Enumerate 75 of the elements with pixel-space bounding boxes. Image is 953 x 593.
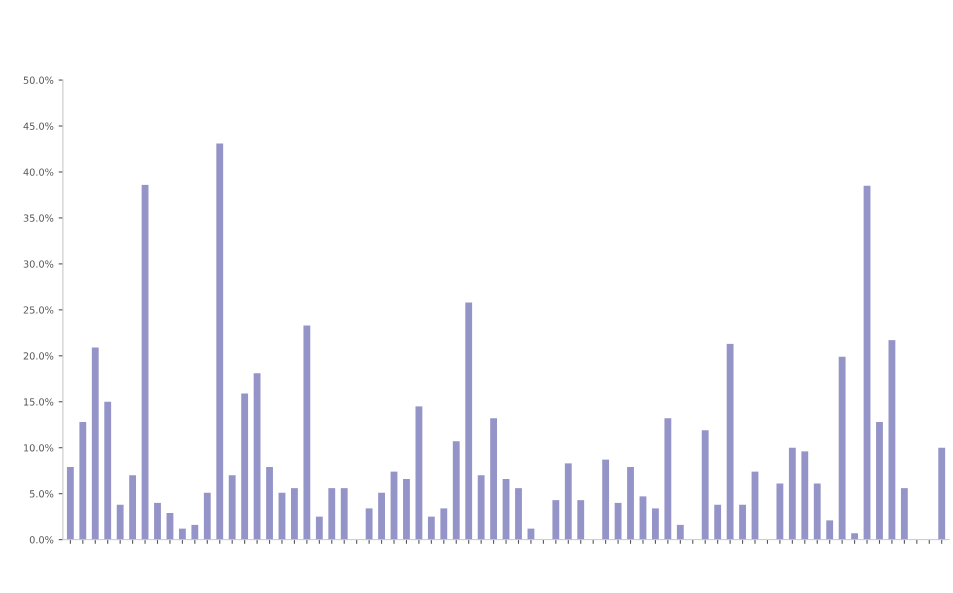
bar	[876, 422, 883, 540]
bar	[801, 451, 808, 540]
bar	[378, 492, 385, 540]
bar	[726, 344, 734, 540]
bar	[864, 186, 870, 540]
bar	[166, 512, 174, 540]
y-tick-label: 30.0%	[24, 260, 54, 268]
bar	[752, 472, 758, 540]
bar	[228, 475, 236, 540]
bar	[142, 184, 148, 540]
bar	[602, 460, 610, 540]
bar	[814, 484, 821, 540]
bar	[702, 430, 709, 540]
bar	[664, 418, 672, 540]
bar	[938, 448, 946, 540]
bar	[216, 143, 224, 540]
bar	[366, 508, 373, 540]
bar	[303, 325, 310, 540]
bar	[577, 500, 584, 540]
bar	[676, 524, 684, 540]
bar	[502, 478, 510, 540]
bar	[254, 373, 261, 540]
y-tick-label: 5.0%	[30, 490, 54, 498]
bar	[838, 356, 846, 540]
bar	[316, 516, 323, 540]
bar	[776, 484, 784, 540]
bar	[826, 520, 834, 540]
bar	[614, 502, 622, 540]
bar	[564, 463, 572, 540]
bar	[291, 488, 298, 540]
bar	[92, 348, 99, 540]
bar	[241, 393, 248, 540]
y-tick-label: 25.0%	[24, 306, 54, 314]
bar	[788, 448, 796, 540]
y-tick-label: 35.0%	[24, 214, 54, 222]
bar	[415, 406, 422, 540]
bar	[652, 508, 659, 540]
y-tick-label: 10.0%	[24, 444, 54, 452]
bar	[428, 516, 435, 540]
bar	[403, 478, 410, 540]
bar	[478, 475, 485, 540]
bar	[116, 504, 124, 540]
bar	[739, 504, 746, 540]
bar	[465, 302, 472, 540]
bar	[851, 533, 858, 540]
bar	[154, 502, 161, 540]
bar	[888, 340, 896, 540]
y-tick-label: 50.0%	[24, 76, 54, 84]
bar	[340, 488, 348, 540]
y-tick-label: 15.0%	[24, 398, 54, 406]
bar	[204, 492, 211, 540]
y-tick-label: 45.0%	[23, 122, 54, 130]
bar	[129, 475, 136, 540]
bar	[515, 488, 522, 540]
bar	[627, 467, 634, 540]
bar	[714, 504, 722, 540]
bar	[390, 472, 398, 540]
bar	[328, 488, 336, 540]
bar	[79, 422, 86, 540]
bar	[528, 528, 534, 540]
bar	[440, 508, 448, 540]
bar	[66, 467, 74, 540]
y-tick-label: 40.0%	[23, 168, 54, 176]
bar	[900, 488, 908, 540]
bar	[278, 492, 286, 540]
bar	[178, 528, 186, 540]
y-tick-label: 0.0%	[30, 536, 54, 544]
bar	[640, 496, 646, 540]
bar	[452, 441, 460, 540]
bar	[552, 500, 560, 540]
bar	[490, 418, 498, 540]
bar	[266, 467, 273, 540]
y-tick-label: 20.0%	[24, 352, 54, 360]
bar	[191, 524, 198, 540]
bar	[104, 402, 112, 540]
